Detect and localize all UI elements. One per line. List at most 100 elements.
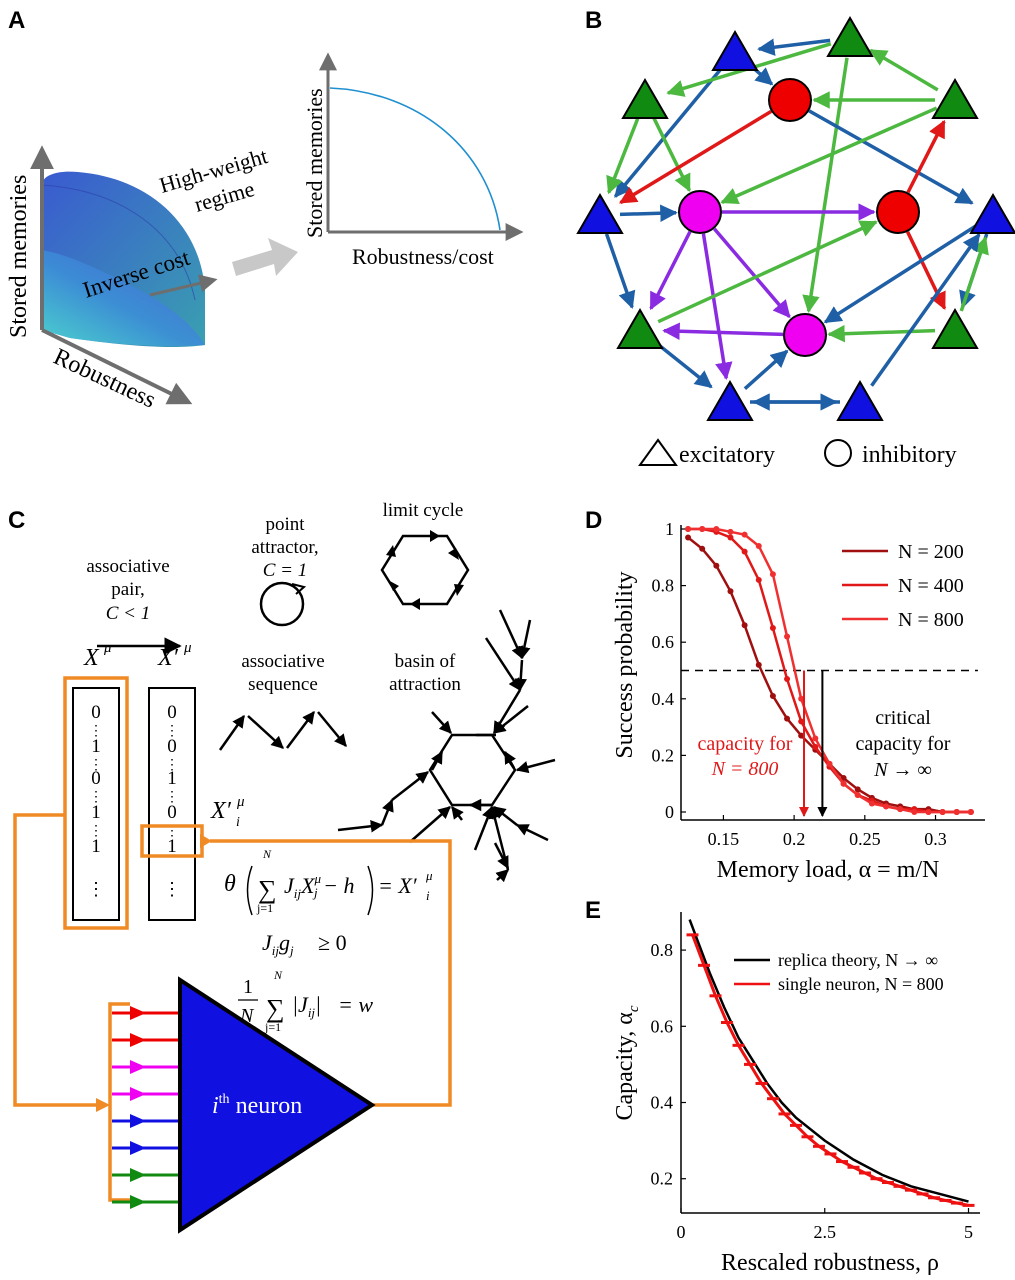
- transition-arrow: [232, 238, 298, 276]
- excitatory-neuron-node: [826, 16, 874, 57]
- tradeoff-xlabel: Robustness/cost: [352, 244, 494, 269]
- vector-entry: 0: [91, 702, 101, 723]
- chart-e-legend-entry: replica theory, N → ∞: [778, 950, 938, 970]
- chart-d-xtick-label: 0.15: [708, 829, 740, 849]
- chart-d-point: [741, 622, 748, 629]
- tradeoff-curve: [329, 87, 501, 231]
- chart-d-xlabel: Memory load, α = m/N: [717, 857, 940, 883]
- inhibitory-neuron-node: [768, 78, 812, 122]
- chart-d-point: [840, 780, 847, 787]
- x-mu-label: X: [83, 645, 100, 671]
- input-arrow-icon: [130, 1114, 146, 1128]
- panel-a: A Stored memories Robustness Inverse cos…: [6, 7, 524, 414]
- excitatory-neuron-node: [969, 193, 1015, 234]
- chart-d-point: [755, 661, 762, 668]
- surface-z-axis: [149, 274, 218, 297]
- chart-d-point: [769, 692, 776, 699]
- svg-text:1: 1: [243, 976, 253, 998]
- chart-e-ytick-label: 0.6: [651, 1016, 674, 1036]
- chart-d-point: [883, 803, 890, 810]
- annot-red-l2: N = 800: [711, 758, 779, 780]
- surface-x-axis: [41, 328, 193, 405]
- chart-e-ytick-label: 0.4: [651, 1093, 674, 1113]
- vector-dots: ⋮: [89, 824, 103, 839]
- point-attractor-l1: point: [265, 514, 305, 535]
- chart-d-xtick-label: 0.3: [924, 829, 947, 849]
- xi-prime-sup: μ: [236, 794, 245, 810]
- svg-text:≥ 0: ≥ 0: [318, 930, 347, 955]
- chart-d: 0 0.2 0.4 0.6 0.8 1 0.15 0.2 0.25 0.3 N = 200 N = 4…: [652, 519, 985, 849]
- svg-text:μ: μ: [425, 868, 433, 883]
- panel-c: C point attractor, C = 1 limit cycle ass…: [8, 500, 556, 1234]
- basin-l2: attraction: [389, 674, 461, 695]
- chart-d-xtick-label: 0.2: [783, 829, 806, 849]
- equation-3: 1 N N ∑ j=1 |Jij| = w: [238, 968, 373, 1034]
- vector-dots: ⋮: [87, 879, 105, 899]
- chart-d-point: [868, 800, 875, 807]
- limit-cycle-label: limit cycle: [383, 500, 464, 521]
- vector-entry: 0: [167, 736, 177, 757]
- annot-black-l3: N → ∞: [873, 759, 932, 781]
- vector-dots: ⋮: [165, 790, 179, 805]
- chart-d-point: [784, 675, 791, 682]
- vector-dots: ⋮: [89, 790, 103, 805]
- chart-d-point: [826, 760, 833, 767]
- vector2-entries: 0⋮0⋮1⋮0⋮1⋮: [163, 702, 181, 899]
- chart-d-point: [699, 526, 706, 532]
- chart-e-ylabel: Capacity, αc: [612, 1005, 642, 1120]
- chart-d-ytick-label: 0.2: [652, 745, 675, 765]
- chart-d-point: [727, 528, 734, 535]
- network-edge: [959, 236, 989, 312]
- annot-red-l1: capacity for: [698, 733, 793, 755]
- chart-d-point: [798, 718, 805, 725]
- point-attractor-loop-icon: [259, 581, 305, 627]
- chart-d-legend-entry: N = 400: [898, 575, 964, 597]
- chart-d-legend-entry: N = 800: [898, 609, 964, 631]
- chart-d-ytick-label: 0: [665, 802, 674, 822]
- network-nodes: [576, 16, 1015, 421]
- chart-d-point: [685, 534, 692, 541]
- chart-d-point: [812, 743, 819, 750]
- basin-graph: [337, 609, 556, 883]
- vector1-highlight: [63, 676, 129, 930]
- chart-d-point: [967, 809, 974, 815]
- network-edge: [757, 38, 831, 56]
- vector-entry: 1: [91, 736, 101, 757]
- network-edge: [654, 341, 713, 389]
- excitatory-neuron-node: [621, 78, 669, 119]
- surface-ylabel: Stored memories: [6, 175, 32, 338]
- network-edge: [720, 106, 938, 205]
- chart-d-point: [897, 806, 904, 813]
- chart-d-point: [911, 809, 918, 815]
- network-edge: [657, 220, 878, 324]
- svg-text:Jijgj: Jijgj: [262, 930, 294, 958]
- neuron-label: ith neuron: [212, 1092, 302, 1119]
- xi-prime-sub: i: [236, 815, 240, 830]
- network-edge: [652, 117, 691, 193]
- vector-dots: ⋮: [165, 724, 179, 739]
- chart-d-point: [854, 792, 861, 799]
- excitatory-neuron-node: [931, 308, 979, 349]
- inhibitory-neuron-node: [876, 190, 920, 234]
- orange-arrowhead-1: [200, 834, 212, 848]
- neuron-triangle: [178, 976, 376, 1234]
- input-arrow-icon: [130, 1195, 146, 1209]
- vector-dots: ⋮: [165, 758, 179, 773]
- svg-text:i: i: [426, 888, 430, 903]
- vector-entry: 0: [167, 802, 177, 823]
- network-edge: [613, 66, 724, 198]
- network-edge: [649, 230, 692, 311]
- panel-b-label: B: [585, 7, 602, 34]
- assoc-seq-zigzag: [218, 711, 347, 751]
- assoc-pair-l2: pair,: [111, 579, 145, 600]
- annot-black-l1: critical: [875, 707, 931, 729]
- panel-b: B excitatory inhibitory: [576, 7, 1015, 468]
- x-mu-sup: μ: [103, 640, 112, 656]
- excitatory-neuron-node: [576, 193, 624, 234]
- chart-d-point: [755, 542, 762, 549]
- svg-text:N: N: [262, 847, 272, 861]
- chart-d-ytick-label: 0.4: [652, 689, 675, 709]
- panel-d-label: D: [585, 507, 602, 534]
- chart-e-ytick-label: 0.8: [651, 940, 674, 960]
